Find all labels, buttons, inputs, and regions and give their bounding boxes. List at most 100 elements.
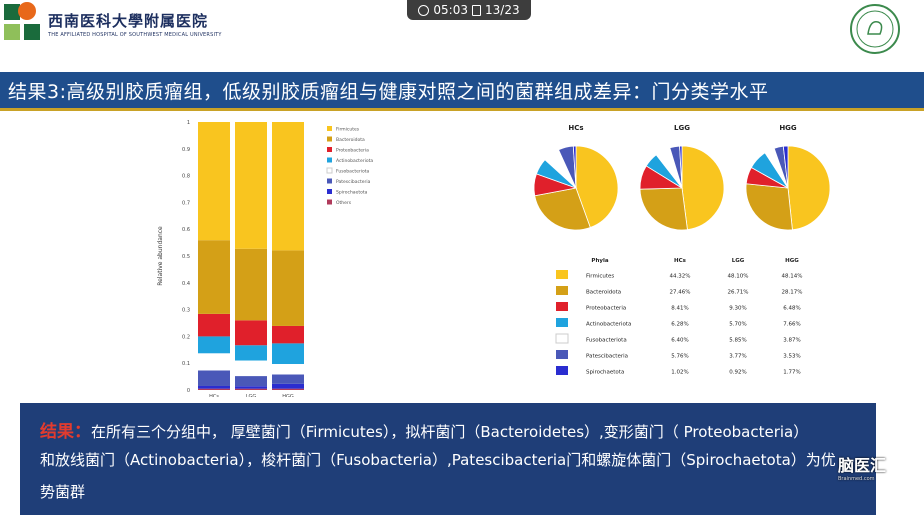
table-cell: 48.14%: [782, 274, 803, 280]
table-swatch: [556, 286, 568, 295]
legend-label: Actinobacteriota: [336, 158, 373, 164]
table-cell: 26.71%: [728, 290, 749, 296]
clock-icon: [418, 4, 430, 16]
abundance-table: Phyla HCs LGG HGG Firmicutes 44.32% 48.10% 48.1…: [555, 258, 803, 376]
table-phylum-name: Patescibacteria: [586, 354, 628, 360]
table-cell: 27.46%: [670, 290, 691, 296]
table-cell: 28.17%: [782, 290, 803, 296]
pie-slice: [745, 183, 793, 231]
table-swatch: [556, 270, 568, 279]
table-header: HCs: [674, 258, 687, 264]
y-tick-label: 0.3: [182, 308, 190, 314]
legend-label: Bacteroidota: [336, 137, 365, 143]
stacked-bar-chart: Relative abundance 0 0.1 0.2 0.3 0.4 0.5 0.6 0.7…: [157, 120, 373, 397]
table-cell: 5.70%: [729, 322, 746, 328]
y-tick-label: 0.7: [182, 200, 190, 206]
pie-slice: [782, 145, 789, 189]
bar-segment: [272, 374, 304, 384]
presentation-status-bar[interactable]: 05:03 13/23: [407, 0, 531, 20]
table-header: LGG: [732, 258, 745, 264]
bar-segment: [272, 364, 304, 375]
table-swatch: [555, 333, 569, 344]
institute-seal-icon: [850, 4, 900, 54]
watermark: 脑医汇 Brainmed.com: [838, 452, 886, 482]
conclusion-label: 结果：: [40, 422, 91, 442]
bar-segment: [235, 122, 267, 249]
bar-segment: [235, 360, 267, 377]
table-swatch: [556, 350, 568, 359]
table-cell: 6.28%: [671, 322, 688, 328]
y-tick-label: 0.9: [182, 147, 190, 153]
table-header: HGG: [785, 258, 799, 264]
table-cell: 44.32%: [670, 274, 691, 280]
table-header: Phyla: [591, 258, 608, 264]
table-phylum-name: Spirochaetota: [586, 370, 624, 376]
legend-swatch: [327, 126, 332, 131]
x-tick-label: HCs: [209, 394, 219, 397]
x-tick-label: HGG: [282, 394, 294, 397]
bar-segment: [235, 345, 267, 361]
table-phylum-name: Actinobacteriota: [586, 322, 631, 328]
legend-label: Proteobacteria: [336, 148, 369, 154]
table-cell: 5.85%: [729, 338, 746, 344]
legend-swatch: [327, 157, 332, 163]
conclusion-line-1: 在所有三个分组中， 厚壁菌门（Firmicutes），拟杆菌门（Bacteroi…: [91, 423, 809, 441]
elapsed-time: 05:03: [433, 3, 468, 17]
y-tick-label: 0.1: [182, 361, 190, 367]
table-cell: 1.02%: [671, 370, 688, 376]
table-cell: 9.30%: [729, 306, 746, 312]
table-swatch: [556, 302, 568, 311]
slide-title-bar: 结果3:高级别胶质瘤组，低级别胶质瘤组与健康对照之间的菌群组成差异：门分类学水平: [0, 72, 924, 111]
pie-slice: [681, 145, 725, 231]
y-tick-label: 0.8: [182, 174, 190, 180]
table-swatch: [556, 318, 568, 327]
table-cell: 6.48%: [783, 306, 800, 312]
pie-slice: [679, 145, 683, 189]
pie-slice: [534, 187, 591, 231]
watermark-subtext: Brainmed.com: [838, 476, 875, 482]
bar-segment: [272, 325, 304, 344]
pie-charts: HCs LGG HGG: [533, 124, 831, 231]
y-axis-label: Relative abundance: [157, 226, 164, 286]
bar-segment: [198, 313, 230, 337]
bar-segment: [235, 376, 267, 387]
table-cell: 48.10%: [728, 274, 749, 280]
slide-icon: [472, 4, 481, 16]
pie-title: LGG: [674, 124, 690, 132]
table-cell: 3.53%: [783, 354, 800, 360]
legend-label: Fusobacteriota: [336, 169, 370, 175]
table-phylum-name: Fusobacteriota: [586, 338, 627, 344]
pie-title: HCs: [568, 124, 583, 132]
conclusion-line-2: 和放线菌门（Actinobacteria），梭杆菌门（Fusobacteria）…: [40, 451, 836, 469]
watermark-text: 脑医汇: [838, 456, 887, 475]
bar-segment: [272, 343, 304, 365]
table-phylum-name: Bacteroidota: [586, 290, 621, 296]
conclusion-line-3: 势菌群: [40, 483, 86, 501]
y-tick-label: 0.2: [182, 334, 190, 340]
table-cell: 8.41%: [671, 306, 688, 312]
slide-counter: 13/23: [485, 3, 520, 17]
legend-swatch: [327, 189, 332, 194]
x-tick-label: LGG: [246, 394, 257, 397]
bar-segment: [272, 383, 304, 389]
bar-segment: [272, 250, 304, 326]
table-phylum-name: Firmicutes: [586, 274, 614, 280]
bar-segment: [272, 122, 304, 251]
slide-title: 结果3:高级别胶质瘤组，低级别胶质瘤组与健康对照之间的菌群组成差异：门分类学水平: [8, 81, 769, 103]
y-tick-label: 0.5: [182, 254, 190, 260]
hospital-name-cn: 西南医科大學附属医院: [48, 12, 209, 30]
bar-segment: [235, 248, 267, 321]
bar-segment: [198, 353, 230, 371]
table-cell: 7.66%: [783, 322, 800, 328]
table-cell: 3.77%: [729, 354, 746, 360]
hospital-name-en: THE AFFILIATED HOSPITAL OF SOUTHWEST MED…: [48, 32, 222, 38]
table-phylum-name: Proteobacteria: [586, 306, 626, 312]
pie-slice: [639, 187, 688, 231]
bar-segment: [235, 320, 267, 346]
bar-segment: [235, 386, 267, 389]
y-tick-label: 1: [187, 120, 190, 126]
bar-segment: [198, 122, 230, 241]
pie-slice: [787, 145, 831, 231]
legend-label: Firmicutes: [336, 127, 360, 133]
legend-swatch: [327, 147, 332, 152]
